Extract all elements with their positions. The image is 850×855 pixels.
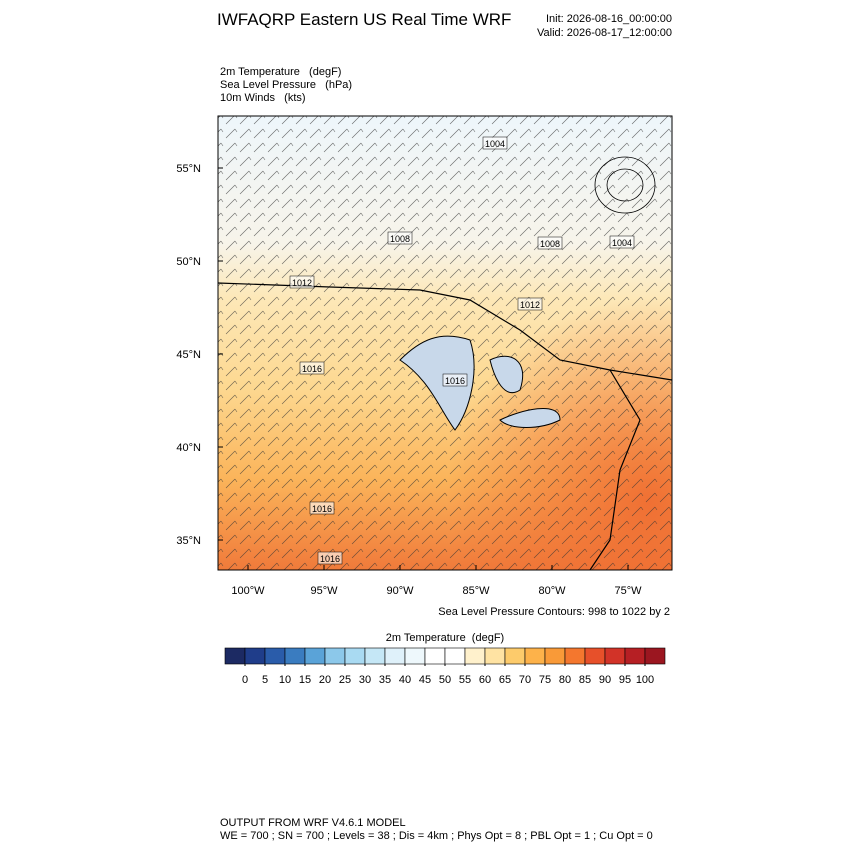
color-box <box>424 647 446 665</box>
valid-time: Valid: 2026-08-17_12:00:00 <box>537 27 672 39</box>
colorbar-label: 95 <box>619 674 631 686</box>
color-box <box>524 647 546 665</box>
colorbar-label: 50 <box>439 674 451 686</box>
field-label: 2m Temperature (degF) <box>220 66 341 78</box>
lat-tick-label: 55°N <box>176 163 201 175</box>
color-box <box>304 647 326 665</box>
border <box>218 282 672 381</box>
lon-tick-label: 80°W <box>538 585 566 597</box>
color-box <box>564 647 586 665</box>
colorbar-title: 2m Temperature (degF) <box>386 632 504 644</box>
init-time: Init: 2026-08-16_00:00:00 <box>546 13 672 25</box>
colorbar-label: 90 <box>599 674 611 686</box>
contour-label: 1008 <box>390 234 410 244</box>
contour-label: 1016 <box>445 376 465 386</box>
contour-label: 1012 <box>292 278 312 288</box>
low-pressure <box>594 156 656 214</box>
contour-label: 1004 <box>485 139 505 149</box>
lat-tick-label: 40°N <box>176 442 201 454</box>
colorbar-label: 75 <box>539 674 551 686</box>
color-box <box>584 647 606 665</box>
color-box <box>344 647 366 665</box>
colorbar-label: 0 <box>242 674 248 686</box>
contour-note: Sea Level Pressure Contours: 998 to 1022… <box>438 606 670 618</box>
colorbar-label: 45 <box>419 674 431 686</box>
low-pressure <box>606 168 644 202</box>
colorbar-label: 65 <box>499 674 511 686</box>
contour-label-box <box>317 551 343 565</box>
contour-label-box <box>482 136 508 150</box>
color-box <box>504 647 526 665</box>
color-box <box>444 647 466 665</box>
contour-label: 1004 <box>612 238 632 248</box>
lat-tick-label: 45°N <box>176 349 201 361</box>
color-box <box>264 647 286 665</box>
lon-tick-label: 90°W <box>386 585 414 597</box>
color-box <box>244 647 266 665</box>
contour-label-box <box>517 297 543 311</box>
color-box <box>384 647 406 665</box>
footer: WE = 700 ; SN = 700 ; Levels = 38 ; Dis … <box>220 830 653 842</box>
colorbar-label: 10 <box>279 674 291 686</box>
contour-label-box <box>387 231 413 245</box>
color-box <box>604 647 626 665</box>
color-box <box>324 647 346 665</box>
colorbar-label: 35 <box>379 674 391 686</box>
colorbar-label: 60 <box>479 674 491 686</box>
colorbar-label: 15 <box>299 674 311 686</box>
field-label: 10m Winds (kts) <box>220 92 306 104</box>
contour-label: 1016 <box>312 504 332 514</box>
color-box <box>464 647 486 665</box>
colorbar-label: 20 <box>319 674 331 686</box>
field-label: Sea Level Pressure (hPa) <box>220 79 352 91</box>
contour-label-box <box>609 235 635 249</box>
color-box <box>484 647 506 665</box>
lon-tick-label: 100°W <box>231 585 265 597</box>
contour-label: 1008 <box>540 239 560 249</box>
map-frame <box>217 115 673 571</box>
great-lakes <box>399 335 561 431</box>
contour-label: 1016 <box>320 554 340 564</box>
color-box <box>644 647 666 665</box>
colorbar-label: 40 <box>399 674 411 686</box>
colorbar-label: 25 <box>339 674 351 686</box>
contour-label-box <box>299 361 325 375</box>
map <box>218 116 672 570</box>
color-box <box>404 647 426 665</box>
color-box <box>624 647 646 665</box>
lat-tick-label: 35°N <box>176 535 201 547</box>
contour-label: 1012 <box>520 300 540 310</box>
lon-tick-label: 95°W <box>310 585 338 597</box>
title: IWFAQRP Eastern US Real Time WRF <box>217 10 511 29</box>
color-box <box>544 647 566 665</box>
color-box <box>364 647 386 665</box>
contour-label-box <box>289 275 315 289</box>
lon-tick-label: 75°W <box>614 585 642 597</box>
colorbar-label: 5 <box>262 674 268 686</box>
footer: OUTPUT FROM WRF V4.6.1 MODEL <box>220 817 406 829</box>
colorbar-label: 30 <box>359 674 371 686</box>
colorbar-label: 55 <box>459 674 471 686</box>
colorbar-label: 85 <box>579 674 591 686</box>
color-box <box>284 647 306 665</box>
colorbar-label: 80 <box>559 674 571 686</box>
colorbar-label: 100 <box>636 674 654 686</box>
contour-label-box <box>442 373 468 387</box>
contour-label: 1016 <box>302 364 322 374</box>
contour-label-box <box>309 501 335 515</box>
color-box <box>224 647 246 665</box>
colorbar-label: 70 <box>519 674 531 686</box>
lon-tick-label: 85°W <box>462 585 490 597</box>
contour-label-box <box>537 236 563 250</box>
coastline <box>589 369 641 570</box>
lat-tick-label: 50°N <box>176 256 201 268</box>
